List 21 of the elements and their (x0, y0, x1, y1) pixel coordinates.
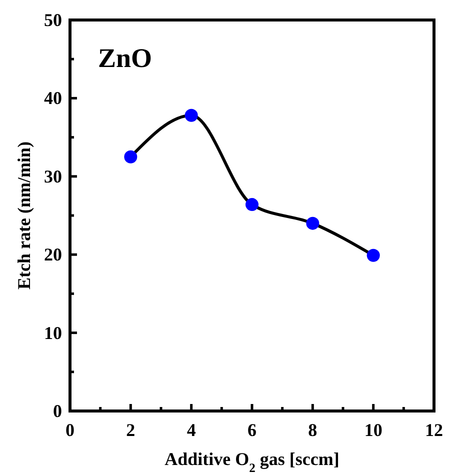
x-tick-label: 10 (364, 420, 382, 440)
point (366, 248, 380, 262)
y-axis-title: Etch rate (nm/min) (14, 142, 34, 290)
x-tick-label: 12 (425, 420, 443, 440)
x-tick-label: 8 (308, 420, 318, 440)
x-tick-label: 0 (66, 420, 74, 440)
point (124, 150, 138, 164)
point (246, 198, 258, 212)
y-tick-label: 50 (44, 10, 62, 30)
point (184, 108, 198, 122)
x-tick-label: 6 (248, 420, 256, 440)
x-tick-label: 4 (186, 420, 196, 440)
y-tick-label: 10 (44, 322, 62, 343)
x-tick-label: 2 (126, 420, 136, 440)
annotation: ZnO (98, 43, 152, 73)
point (306, 216, 320, 230)
y-tick-label: 40 (44, 88, 62, 108)
y-tick-label: 20 (44, 244, 62, 265)
y-tick-label: 30 (44, 166, 62, 186)
x-axis-title: Additive O$_{2}$ gas [sccm] (164, 449, 340, 475)
y-tick-label: 0 (53, 401, 62, 421)
